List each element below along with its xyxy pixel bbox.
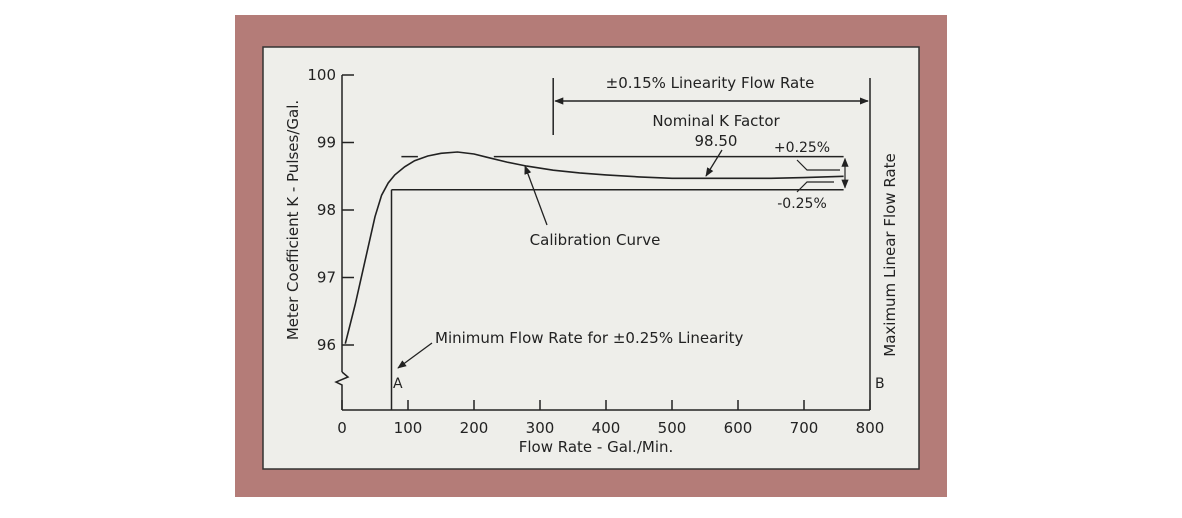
plus-tolerance-label: +0.25% <box>774 140 830 156</box>
calibration-curve <box>344 151 844 344</box>
x-ticks: 0 100 200 300 400 500 600 700 800 <box>337 400 884 437</box>
point-a-label: A <box>393 376 403 392</box>
annotation-arrows <box>397 149 723 369</box>
x-tick-label: 100 <box>394 419 423 437</box>
x-tick-label: 600 <box>724 419 753 437</box>
y-tick-label: 98 <box>317 201 336 219</box>
x-tick-label: 800 <box>856 419 885 437</box>
minus-tolerance-label: -0.25% <box>777 196 827 212</box>
point-b-label: B <box>875 376 885 392</box>
nominal-k-arrow <box>705 149 723 177</box>
x-tick-label: 300 <box>526 419 555 437</box>
x-tick-label: 200 <box>460 419 489 437</box>
calibration-curve-label: Calibration Curve <box>530 231 661 249</box>
y-axis-break <box>334 371 350 410</box>
nominal-k-factor-label: Nominal K Factor <box>652 112 780 130</box>
y-tick-label: 96 <box>317 336 336 354</box>
y-tick-label: 97 <box>317 269 336 287</box>
x-axis-label: Flow Rate - Gal./Min. <box>519 438 674 456</box>
y-tick-label: 100 <box>307 66 336 84</box>
plus-label-leader <box>796 159 840 171</box>
minimum-flow-arrow <box>397 342 433 369</box>
x-tick-label: 700 <box>790 419 819 437</box>
x-tick-label: 400 <box>592 419 621 437</box>
reference-lines <box>390 78 871 410</box>
x-tick-label: 0 <box>337 419 347 437</box>
calibration-curve-arrow <box>524 165 548 226</box>
x-tick-label: 500 <box>658 419 687 437</box>
minimum-flow-rate-label: Minimum Flow Rate for ±0.25% Linearity <box>435 329 744 347</box>
y-tick-label: 99 <box>317 134 336 152</box>
minus-label-leader <box>796 181 834 193</box>
linearity-flow-rate-label: ±0.15% Linearity Flow Rate <box>606 74 815 92</box>
right-axis-label: Maximum Linear Flow Rate <box>881 153 899 356</box>
figure-panel <box>262 46 920 470</box>
nominal-k-factor-value: 98.50 <box>695 132 738 150</box>
y-axis-label: Meter Coefficient K - Pulses/Gal. <box>284 100 302 340</box>
y-ticks: 96 97 98 99 100 <box>307 66 354 354</box>
